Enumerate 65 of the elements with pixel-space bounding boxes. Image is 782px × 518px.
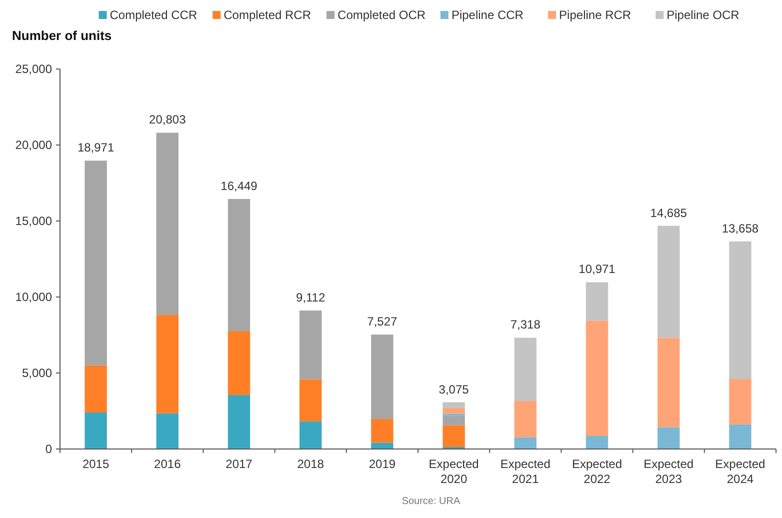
legend-label: Pipeline CCR bbox=[451, 8, 524, 22]
x-tick-label: 2017 bbox=[226, 457, 253, 471]
bar bbox=[371, 442, 394, 449]
bar bbox=[658, 427, 680, 449]
bar bbox=[228, 395, 250, 449]
total-label: 16,449 bbox=[220, 178, 258, 193]
total-label: 14,685 bbox=[650, 206, 688, 220]
bar bbox=[84, 365, 107, 413]
bar bbox=[156, 413, 178, 449]
bar bbox=[156, 314, 178, 414]
total-label: 3,075 bbox=[438, 382, 470, 396]
x-tick-label: 2019 bbox=[368, 457, 396, 471]
bar bbox=[729, 378, 752, 424]
bar bbox=[228, 198, 250, 332]
x-tick-label: Expected 2020 bbox=[428, 457, 479, 486]
source-note: Source: URA bbox=[402, 496, 461, 507]
bar bbox=[300, 421, 322, 449]
bar bbox=[514, 338, 536, 401]
total-label: 13,658 bbox=[722, 221, 759, 236]
x-tick-label: 2015 bbox=[82, 457, 110, 471]
y-tick-label: 10,000 bbox=[15, 290, 52, 304]
bar bbox=[514, 437, 536, 449]
legend-label: Completed CCR bbox=[110, 8, 198, 22]
y-tick-label: 5,000 bbox=[22, 366, 52, 380]
bar bbox=[371, 334, 394, 419]
bar bbox=[300, 379, 322, 422]
x-tick-label: Expected 2023 bbox=[644, 457, 694, 486]
bar bbox=[586, 282, 608, 321]
bar bbox=[586, 436, 608, 449]
bar bbox=[729, 424, 752, 449]
legend-label: Pipeline OCR bbox=[666, 8, 740, 22]
total-label: 7,527 bbox=[367, 314, 398, 329]
bar bbox=[729, 241, 752, 379]
bar bbox=[442, 416, 465, 426]
total-label: 10,971 bbox=[578, 262, 616, 276]
total-label: 7,318 bbox=[510, 318, 541, 332]
legend-label: Pipeline RCR bbox=[559, 8, 632, 22]
bar bbox=[84, 412, 107, 449]
total-label: 9,112 bbox=[296, 290, 326, 304]
bar bbox=[586, 320, 608, 436]
bar bbox=[442, 425, 465, 448]
total-label: 18,971 bbox=[77, 140, 114, 155]
legend-label: Completed RCR bbox=[224, 8, 312, 22]
bar bbox=[514, 400, 536, 438]
bar bbox=[658, 226, 680, 338]
bar bbox=[371, 418, 394, 443]
bar bbox=[442, 402, 465, 408]
y-axis-title: Number of units bbox=[12, 28, 112, 43]
bar bbox=[442, 408, 465, 414]
bar bbox=[228, 331, 250, 396]
x-tick-label: 2018 bbox=[297, 457, 324, 471]
bar bbox=[156, 132, 178, 315]
bar bbox=[300, 310, 322, 380]
x-tick-label: 2016 bbox=[154, 457, 182, 471]
legend-label: Completed OCR bbox=[338, 8, 426, 22]
bar bbox=[84, 160, 107, 366]
y-tick-label: 0 bbox=[45, 442, 52, 456]
y-tick-label: 15,000 bbox=[15, 214, 52, 228]
y-tick-label: 20,000 bbox=[15, 138, 52, 152]
y-tick-label: 25,000 bbox=[15, 62, 52, 76]
x-tick-label: Expected 2024 bbox=[715, 457, 766, 486]
total-label: 20,803 bbox=[149, 112, 186, 127]
bar bbox=[658, 338, 680, 428]
x-tick-label: Expected 2021 bbox=[500, 457, 550, 486]
x-tick-label: Expected 2022 bbox=[572, 457, 622, 486]
